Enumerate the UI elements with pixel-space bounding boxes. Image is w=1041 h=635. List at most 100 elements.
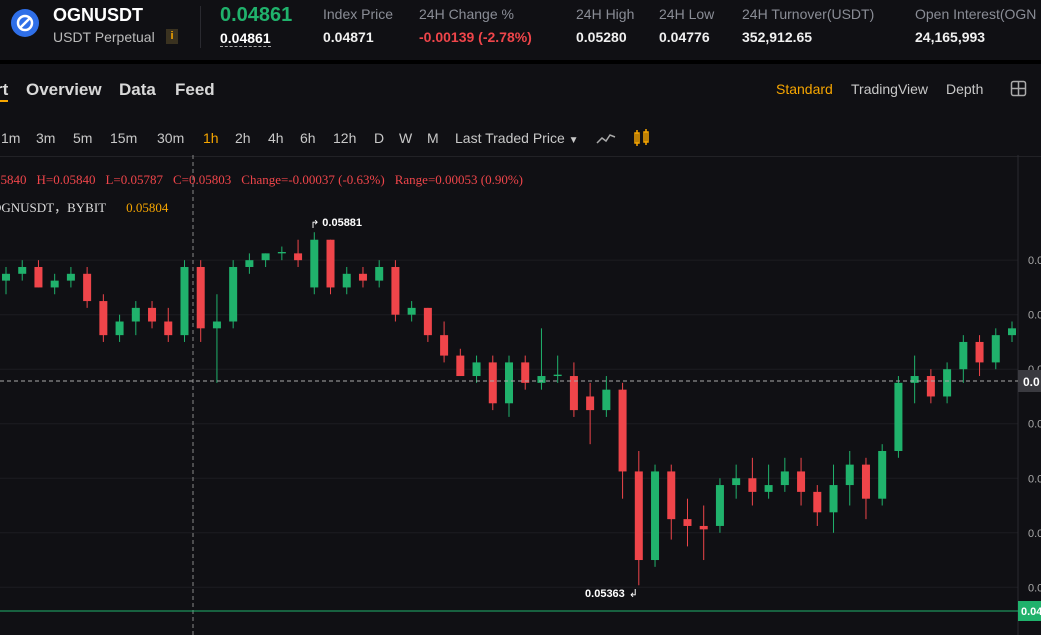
- candle-body: [991, 335, 1000, 363]
- candle-body: [505, 362, 513, 404]
- tab[interactable]: Data: [119, 80, 156, 99]
- line-chart-icon[interactable]: [596, 130, 616, 146]
- stat-value: 24,165,993: [915, 29, 986, 45]
- candle-body: [83, 273, 92, 302]
- low-marker-arrow: ↲: [629, 588, 638, 600]
- high-marker-arrow: ↱: [310, 219, 319, 231]
- interval[interactable]: D: [374, 130, 385, 146]
- candle-body: [861, 464, 870, 499]
- mark-price[interactable]: 0.04861: [220, 30, 271, 47]
- candle-body: [375, 266, 384, 281]
- y-tick-label: 0.0: [1028, 473, 1041, 485]
- ohlc-value: L=0.05787: [105, 172, 164, 187]
- candle-body: [602, 389, 611, 411]
- symbol[interactable]: OGNUSDT: [53, 5, 143, 25]
- stat-label: 24H Low: [659, 6, 715, 22]
- ohlc-value: Change=-0.00037 (-0.63%): [241, 172, 385, 187]
- candle-body: [586, 396, 595, 411]
- info-icon[interactable]: i: [166, 29, 178, 44]
- coin-logo: [11, 9, 39, 37]
- candle-body: [894, 382, 903, 451]
- candle-body: [521, 362, 530, 383]
- interval[interactable]: M: [427, 130, 439, 146]
- ohlc-legend: 05840 H=0.05840 L=0.05787 C=0.05803 Change=-…: [0, 172, 533, 188]
- candle-body: [391, 266, 400, 315]
- stat-value: 0.05280: [576, 29, 627, 45]
- high-marker-label: 0.05881: [322, 217, 362, 229]
- interval[interactable]: 2h: [235, 130, 251, 146]
- candle-body: [164, 321, 173, 336]
- candle-body: [277, 252, 286, 254]
- candle-body: [943, 369, 952, 397]
- candle-body: [326, 239, 335, 288]
- interval[interactable]: 5m: [73, 130, 93, 146]
- crosshair-label-box: [1018, 370, 1041, 392]
- price-type-select[interactable]: Last Traded Price ▼: [455, 130, 579, 146]
- candle-body: [294, 253, 303, 261]
- candle-body: [131, 307, 140, 322]
- interval[interactable]: 4h: [268, 130, 284, 146]
- stat-label: 24H Change %: [419, 6, 514, 22]
- interval[interactable]: 1m: [1, 130, 21, 146]
- candle-body: [651, 471, 660, 561]
- candle-body: [797, 471, 806, 492]
- candle-body: [926, 376, 935, 397]
- candle-body: [764, 485, 773, 492]
- crosshair-label: 0.0: [1023, 375, 1040, 389]
- low-marker-label: 0.05363: [585, 588, 625, 600]
- candle-body: [1008, 328, 1016, 336]
- interval[interactable]: 3m: [36, 130, 56, 146]
- view-mode[interactable]: TradingView: [851, 81, 929, 97]
- ohlc-value: H=0.05840: [36, 172, 96, 187]
- ticker-header: OGNUSDT USDT Perpetual i 0.04861 0.04861…: [0, 0, 1041, 64]
- candle-body: [407, 307, 416, 315]
- y-tick-label: 0.0: [1028, 419, 1041, 431]
- price-type: Last Traded Price: [455, 130, 565, 146]
- stat-value: 0.04776: [659, 29, 710, 45]
- candle-body: [829, 485, 838, 513]
- candle-body: [472, 362, 481, 377]
- stat-value: -0.00139 (-2.78%): [419, 29, 532, 45]
- candle-body: [845, 464, 854, 486]
- candle-body: [537, 376, 546, 383]
- candle-body: [780, 471, 789, 486]
- candle-body: [553, 374, 562, 377]
- candle-body: [99, 301, 108, 336]
- interval[interactable]: 1h: [203, 130, 219, 146]
- interval[interactable]: W: [399, 130, 413, 146]
- stat-value: 0.04871: [323, 29, 374, 45]
- candle-body: [34, 266, 43, 288]
- y-tick-label: 0.0: [1028, 582, 1041, 594]
- layout-icon[interactable]: [1010, 80, 1028, 98]
- view-mode[interactable]: Depth: [946, 81, 984, 97]
- candle-body: [959, 341, 968, 370]
- tab[interactable]: Overview: [26, 80, 102, 99]
- stat-value: 352,912.65: [742, 29, 813, 45]
- candle-body: [732, 478, 741, 486]
- candle-body: [634, 471, 643, 561]
- interval[interactable]: 12h: [333, 130, 357, 146]
- candle-body: [196, 266, 205, 329]
- tab[interactable]: rt: [0, 80, 9, 102]
- candle-body: [2, 273, 10, 281]
- candle-body: [180, 266, 189, 336]
- candle-body: [50, 280, 59, 288]
- candle-body: [748, 478, 757, 492]
- candle-body: [245, 260, 254, 267]
- tab[interactable]: Feed: [175, 80, 215, 99]
- interval[interactable]: 6h: [300, 130, 316, 146]
- candle-body: [618, 389, 627, 472]
- divider: [200, 6, 201, 48]
- candle-chart-icon[interactable]: [632, 128, 652, 148]
- candle-body: [488, 362, 497, 404]
- interval[interactable]: 30m: [157, 130, 185, 146]
- candle-body: [910, 376, 919, 383]
- interval[interactable]: 15m: [110, 130, 138, 146]
- candle-body: [667, 471, 676, 520]
- view-mode[interactable]: Standard: [776, 81, 833, 97]
- last-price-label: 0.04: [1021, 606, 1041, 618]
- candle-body: [18, 266, 27, 274]
- candle-body: [456, 355, 465, 377]
- last-price: 0.04861: [220, 4, 293, 26]
- candle-body: [66, 273, 75, 281]
